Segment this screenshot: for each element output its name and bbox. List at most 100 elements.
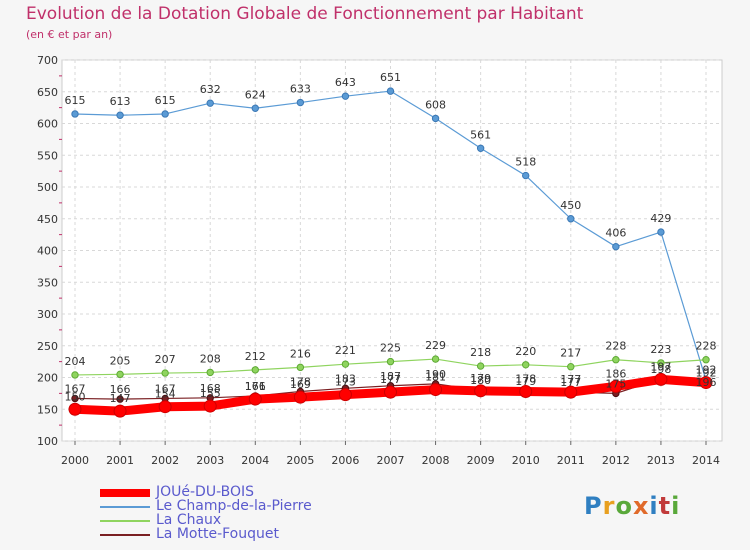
data-label-la-chaux: 217 <box>560 347 581 360</box>
data-point-le-champ-de-la-pierre <box>476 144 485 152</box>
data-label-la-chaux: 228 <box>605 340 626 353</box>
data-label-la-motte-fouquet: 183 <box>335 372 356 385</box>
data-label-le-champ-de-la-pierre: 196 <box>696 376 717 389</box>
data-label-la-motte-fouquet: 171 <box>245 380 266 393</box>
data-label-le-champ-de-la-pierre: 608 <box>425 98 446 111</box>
data-point-la-chaux <box>206 368 214 377</box>
data-point-le-champ-de-la-pierre <box>431 114 440 123</box>
data-label-la-motte-fouquet: 192 <box>696 367 717 380</box>
data-label-la-chaux: 204 <box>65 355 86 368</box>
data-point-la-chaux <box>161 369 169 377</box>
data-label-le-champ-de-la-pierre: 561 <box>470 128 491 141</box>
data-label-la-chaux: 216 <box>290 347 311 360</box>
data-label-la-motte-fouquet: 187 <box>380 370 401 383</box>
data-label-le-champ-de-la-pierre: 615 <box>65 94 86 107</box>
y-tick-label: 150 <box>37 403 58 416</box>
data-point-joue-du-bois <box>474 384 488 398</box>
data-point-joue-du-bois <box>609 379 623 393</box>
x-tick-label: 2006 <box>331 454 359 467</box>
data-label-le-champ-de-la-pierre: 643 <box>335 76 356 89</box>
data-label-le-champ-de-la-pierre: 450 <box>560 199 581 212</box>
y-tick-label: 550 <box>37 149 58 162</box>
data-point-joue-du-bois <box>248 392 262 406</box>
data-label-joue-du-bois: 192 <box>696 364 717 377</box>
data-label-la-motte-fouquet: 177 <box>560 376 581 389</box>
data-label-la-chaux: 208 <box>200 352 221 365</box>
data-point-la-chaux <box>386 357 395 366</box>
legend-label: La Motte-Fouquet <box>156 526 279 542</box>
data-point-le-champ-de-la-pierre <box>386 87 395 95</box>
x-tick-label: 2003 <box>196 454 224 467</box>
legend-swatch-le-champ <box>100 506 150 508</box>
data-point-la-chaux <box>522 361 530 369</box>
data-label-la-chaux: 220 <box>515 345 536 358</box>
data-point-joue-du-bois <box>429 383 443 397</box>
data-label-joue-du-bois: 166 <box>245 380 266 393</box>
data-label-la-chaux: 221 <box>335 344 356 357</box>
data-point-la-chaux <box>251 366 259 374</box>
x-tick-label: 2004 <box>241 454 269 467</box>
data-label-le-champ-de-la-pierre: 651 <box>380 71 401 84</box>
data-point-la-chaux <box>702 356 710 364</box>
y-tick-label: 600 <box>37 118 58 131</box>
y-tick-label: 400 <box>37 245 58 258</box>
data-label-la-motte-fouquet: 175 <box>605 377 626 390</box>
y-tick-label: 350 <box>37 276 58 289</box>
x-tick-label: 2007 <box>377 454 405 467</box>
data-label-la-chaux: 218 <box>470 346 491 359</box>
data-point-le-champ-de-la-pierre <box>251 104 259 112</box>
data-point-la-chaux <box>431 355 440 363</box>
data-label-joue-du-bois: 154 <box>155 388 176 401</box>
data-point-le-champ-de-la-pierre <box>71 110 79 118</box>
legend-swatch-joue-du-bois <box>100 489 150 497</box>
data-label-joue-du-bois: 155 <box>200 387 221 400</box>
data-label-joue-du-bois: 173 <box>335 376 356 389</box>
data-point-joue-du-bois <box>654 372 668 386</box>
data-label-la-chaux: 225 <box>380 342 401 355</box>
data-label-joue-du-bois: 179 <box>470 372 491 385</box>
data-label-la-motte-fouquet: 167 <box>65 382 86 395</box>
data-label-la-motte-fouquet: 179 <box>515 375 536 388</box>
y-tick-label: 500 <box>37 181 58 194</box>
data-point-le-champ-de-la-pierre <box>612 242 620 251</box>
legend-swatch-la-chaux <box>100 520 150 522</box>
x-tick-label: 2002 <box>151 454 179 467</box>
data-point-joue-du-bois <box>68 402 82 416</box>
chart-subtitle: (en € et par an) <box>26 28 113 41</box>
data-label-joue-du-bois: 186 <box>605 367 626 380</box>
data-point-joue-du-bois <box>113 404 127 418</box>
data-label-la-chaux: 205 <box>110 354 131 367</box>
x-tick-label: 2001 <box>106 454 134 467</box>
data-label-joue-du-bois: 150 <box>65 390 86 403</box>
data-point-le-champ-de-la-pierre <box>161 110 169 118</box>
series <box>68 87 713 418</box>
data-label-le-champ-de-la-pierre: 429 <box>650 212 671 225</box>
data-point-la-chaux <box>612 356 620 364</box>
data-label-la-motte-fouquet: 168 <box>200 382 221 395</box>
legend-label: La Chaux <box>156 512 222 528</box>
x-tick-label: 2005 <box>286 454 314 467</box>
data-label-la-motte-fouquet: 198 <box>650 363 671 376</box>
x-tick-label: 2013 <box>647 454 675 467</box>
data-point-joue-du-bois <box>519 384 533 398</box>
y-tick-label: 200 <box>37 372 58 385</box>
data-point-la-chaux <box>71 371 79 379</box>
data-label-la-chaux: 223 <box>650 343 671 356</box>
data-point-le-champ-de-la-pierre <box>206 99 214 107</box>
data-label-le-champ-de-la-pierre: 633 <box>290 83 311 96</box>
data-label-la-chaux: 229 <box>425 339 446 352</box>
data-label-la-chaux: 228 <box>696 340 717 353</box>
data-point-joue-du-bois <box>293 390 307 404</box>
data-point-le-champ-de-la-pierre <box>341 92 350 100</box>
data-point-la-chaux <box>116 370 124 379</box>
proxiti-logo: Proxiti <box>584 492 681 520</box>
y-tick-label: 700 <box>37 54 58 67</box>
y-tick-label: 250 <box>37 340 58 353</box>
data-label-joue-du-bois: 177 <box>380 373 401 386</box>
data-point-joue-du-bois <box>564 385 578 399</box>
legend-swatch-la-motte <box>100 534 150 536</box>
data-point-la-chaux <box>476 362 485 370</box>
axes: 100 150 200 250 300 350 400 450 500 550 600 650 700 2… <box>37 54 720 467</box>
x-tick-label: 2008 <box>422 454 450 467</box>
data-label-la-motte-fouquet: 178 <box>290 375 311 388</box>
